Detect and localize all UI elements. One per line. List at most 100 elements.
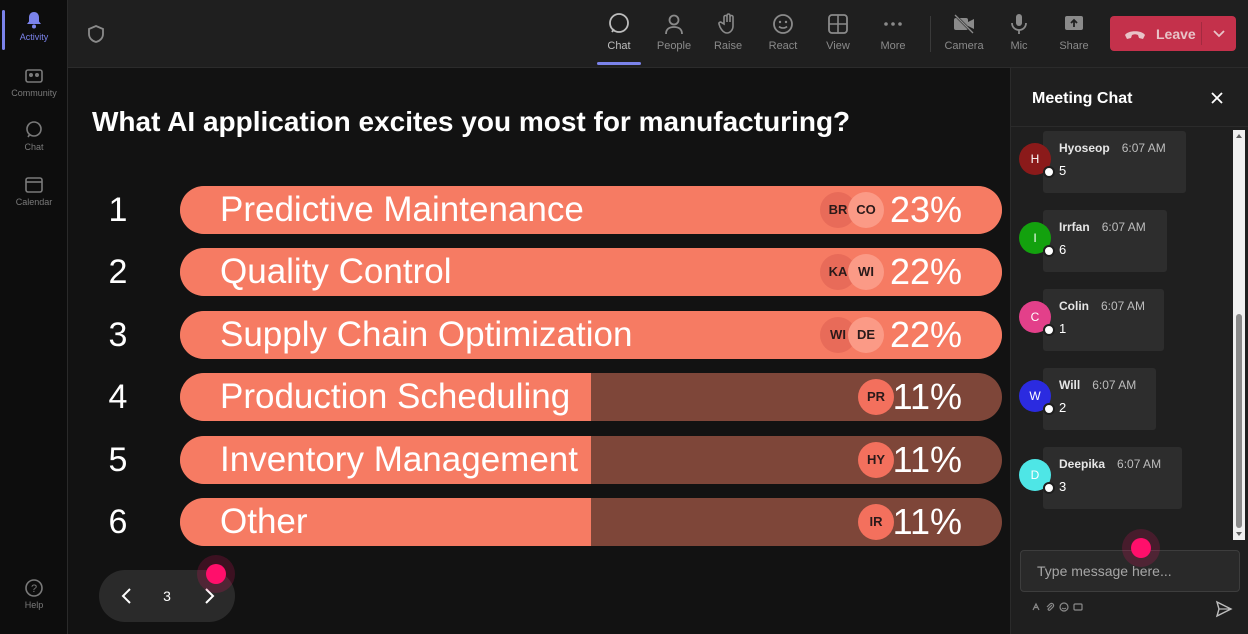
share-screen-icon [1065, 16, 1083, 30]
avatar[interactable]: H [1019, 143, 1055, 178]
people-icon [665, 14, 683, 35]
rail-help[interactable]: ? Help [0, 578, 68, 610]
chat-bubble[interactable]: Will 6:07 AM 2 [1043, 368, 1156, 430]
poll-option-fill [180, 498, 591, 546]
poll-option-label: Quality Control [220, 252, 452, 291]
poll-option-bar: Predictive Maintenance BR CO 23% [180, 186, 1002, 234]
leave-button-label: Leave [1156, 25, 1196, 42]
cursor-indicator [206, 564, 226, 584]
scroll-down-icon[interactable] [1235, 530, 1243, 538]
voter-avatar: HY [858, 442, 894, 478]
poll-option-bar: Inventory Management HY 11% [180, 436, 1002, 484]
message-text: 6 [1059, 242, 1067, 257]
chat-message-input[interactable] [1020, 550, 1240, 592]
chat-message-header: Colin 6:07 AM [1059, 299, 1148, 313]
rail-community[interactable]: Community [0, 66, 68, 98]
people-button[interactable]: People [648, 12, 700, 52]
chat-message-header: Deepika 6:07 AM [1059, 457, 1166, 471]
close-icon[interactable] [1209, 90, 1225, 106]
poll-option-row[interactable]: 5 Inventory Management HY 11% [98, 436, 1004, 484]
page-number: 3 [163, 588, 171, 604]
avatar-initial: W [1029, 389, 1041, 403]
mic-button-label: Mic [1010, 40, 1028, 52]
poll-option-row[interactable]: 1 Predictive Maintenance BR CO 23% [98, 186, 1004, 234]
avatar[interactable]: I [1019, 222, 1055, 257]
message-text: 3 [1059, 479, 1067, 494]
avatar-initial: D [1030, 468, 1040, 482]
message-timestamp: 6:07 AM [1117, 457, 1162, 471]
view-button[interactable]: View [812, 12, 864, 52]
chat-bubble[interactable]: Colin 6:07 AM 1 [1043, 289, 1164, 351]
poll-option-percent: 11% [892, 501, 962, 542]
message-text: 1 [1059, 321, 1067, 336]
svg-text:?: ? [31, 583, 37, 595]
rail-chat[interactable]: Chat [0, 120, 68, 152]
rail-chat-label: Chat [24, 142, 44, 152]
poll-option-bar: Production Scheduling PR 11% [180, 373, 1002, 421]
raise-hand-label: Raise [713, 40, 743, 52]
poll-stage: What AI application excites you most for… [68, 68, 1010, 634]
share-button[interactable]: Share [1048, 12, 1100, 52]
poll-option-row[interactable]: 3 Supply Chain Optimization WI DE 22% [98, 311, 1004, 359]
chat-scrollbar[interactable] [1233, 130, 1245, 540]
poll-option-row[interactable]: 6 Other IR 11% [98, 498, 1004, 546]
raise-hand-button[interactable]: Raise [702, 12, 754, 52]
message-text: 2 [1059, 400, 1067, 415]
camera-button[interactable]: Camera [938, 12, 990, 52]
leave-divider [1201, 22, 1202, 45]
avatar-initial: I [1033, 231, 1037, 245]
avatar[interactable]: D [1019, 459, 1055, 494]
cursor-indicator-chat [1131, 538, 1151, 558]
poll-option-row[interactable]: 4 Production Scheduling PR 11% [98, 373, 1004, 421]
leave-button[interactable]: Leave [1110, 16, 1236, 51]
rail-help-label: Help [24, 600, 44, 610]
avatar[interactable]: C [1019, 301, 1055, 336]
chevron-left-icon[interactable] [117, 586, 137, 606]
chevron-right-icon[interactable] [199, 586, 219, 606]
grid-view-icon [828, 14, 848, 34]
app-rail: Activity Community Chat Calendar ? Help [0, 0, 68, 634]
chat-message-header: Hyoseop 6:07 AM [1059, 141, 1170, 155]
presence-status-icon [1043, 482, 1055, 494]
poll-option-number: 4 [108, 378, 128, 416]
poll-option-label: Inventory Management [220, 440, 578, 479]
chat-button[interactable]: Chat [593, 12, 645, 65]
avatar[interactable]: W [1019, 380, 1055, 415]
bell-icon [27, 12, 41, 29]
mic-button[interactable]: Mic [993, 12, 1045, 52]
poll-option-row[interactable]: 2 Quality Control KA WI 22% [98, 248, 1004, 296]
help-icon: ? [25, 579, 43, 597]
scrollbar-thumb[interactable] [1236, 314, 1242, 528]
rail-calendar[interactable]: Calendar [0, 175, 68, 207]
presence-status-icon [1043, 324, 1055, 336]
poll-option-percent: 22% [889, 314, 962, 355]
emoji-icon[interactable] [1059, 602, 1069, 612]
more-button-label: More [880, 40, 906, 52]
chat-divider [1011, 126, 1248, 127]
voter-avatar: CO [848, 192, 884, 228]
shield-icon[interactable] [86, 24, 106, 44]
poll-option-percent: 22% [889, 251, 962, 292]
sender-name: Colin [1059, 299, 1089, 313]
gif-icon[interactable] [1073, 602, 1083, 612]
poll-option-bar: Quality Control KA WI 22% [180, 248, 1002, 296]
format-icon[interactable] [1031, 602, 1041, 612]
chat-bubble[interactable]: Irrfan 6:07 AM 6 [1043, 210, 1167, 272]
chevron-down-icon[interactable] [1212, 26, 1226, 40]
scroll-up-icon[interactable] [1235, 132, 1243, 140]
more-button[interactable]: More [867, 12, 919, 52]
chat-title: Meeting Chat [1032, 90, 1133, 107]
rail-activity[interactable]: Activity [0, 10, 68, 50]
hand-icon [718, 13, 734, 34]
poll-option-number: 3 [108, 316, 128, 354]
community-icon [25, 69, 43, 83]
poll-option-number: 2 [108, 253, 128, 291]
poll-option-number: 5 [108, 441, 128, 479]
react-button[interactable]: React [757, 12, 809, 52]
chat-bubble[interactable]: Deepika 6:07 AM 3 [1043, 447, 1182, 509]
more-dots-icon [884, 22, 902, 26]
send-icon[interactable] [1215, 600, 1233, 618]
attach-icon[interactable] [1045, 602, 1055, 612]
chat-bubble[interactable]: Hyoseop 6:07 AM 5 [1043, 131, 1186, 193]
smiley-icon [773, 14, 793, 34]
